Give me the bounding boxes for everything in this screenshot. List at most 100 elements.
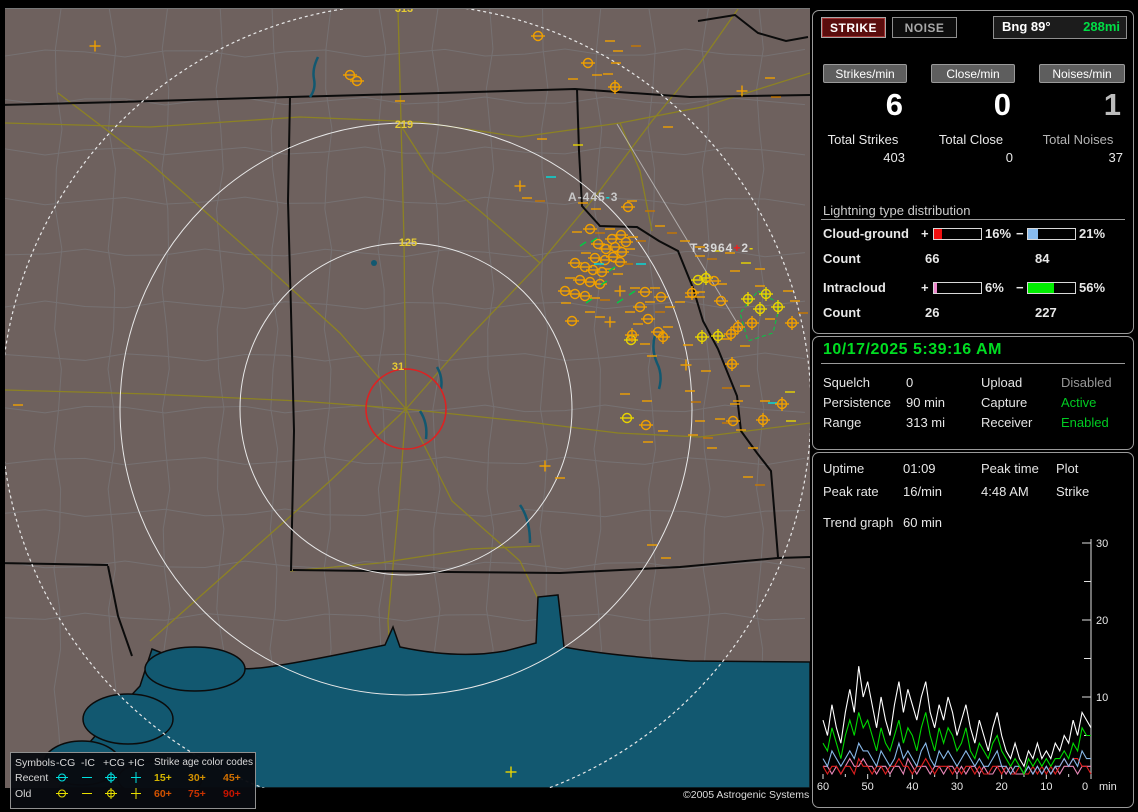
total-noises-label: Total Noises [1042,132,1114,147]
uptime-value: 01:09 [903,461,936,476]
plus-sign: + [921,226,929,241]
bearing-value: Bng 89° [1002,19,1051,34]
svg-text:20: 20 [1096,615,1108,627]
cg-neg-count: 84 [1035,251,1050,266]
cg-neg-bar [1027,228,1076,240]
range-rings [5,9,810,788]
bearing-distance: 288mi [1083,19,1120,34]
ring-label-31: 31 [392,361,404,373]
legend-row-recent-label: Recent [15,772,49,784]
circle-plus-icon [104,772,118,784]
divider [821,363,1125,364]
ring-label-125: 125 [399,237,417,249]
total-close-label: Total Close [938,132,1004,147]
trend-panel: Uptime 01:09 Peak time Plot Peak rate 16… [812,452,1134,808]
svg-text:50: 50 [862,781,874,793]
receiver-value: Enabled [1061,415,1109,430]
peak-rate-label: Peak rate [823,484,879,499]
ic-neg-count: 227 [1035,305,1057,320]
range-label: Range [823,415,862,430]
svg-text:10: 10 [1040,781,1052,793]
svg-text:min: min [1099,781,1117,793]
svg-text:30: 30 [1096,538,1108,550]
upload-label: Upload [981,375,1023,390]
copyright-text: ©2005 Astrogenic Systems [683,789,810,801]
age-code-60: 60+ [154,788,172,800]
close-rate-value: 0 [993,87,1011,122]
peak-rate-value: 16/min [903,484,943,499]
svg-text:0: 0 [1082,781,1088,793]
circle-minus-icon [55,788,69,800]
plus-sign: + [921,280,929,295]
strike-filter-button[interactable]: STRIKE [821,17,886,38]
plus-icon [130,772,142,784]
ic-pos-bar [933,282,982,294]
distribution-title: Lightning type distribution [823,203,971,218]
cg-neg-pct: 21% [1079,226,1106,241]
map-canvas: 313 219 125 31 [5,9,810,788]
storm-cell-box [739,290,781,342]
noises-rate-value: 1 [1103,87,1121,122]
minus-sign: − [1016,226,1024,241]
age-code-45: 45+ [223,772,241,784]
legend-header-pic: +IC [128,757,145,769]
strikes-per-min-badge[interactable]: Strikes/min [823,64,907,83]
ring-labels: 313 219 125 31 [392,9,417,373]
strike-stats-panel: STRIKE NOISE Bng 89° 288mi Strikes/min C… [812,10,1134,334]
minus-sign: − [1016,280,1024,295]
trend-graph-label: Trend graph [823,515,894,530]
plot-label: Plot [1056,461,1079,476]
divider [821,219,1125,220]
legend-header-nic: -IC [81,757,95,769]
ic-pos-pct: 6% [985,280,1004,295]
persistence-value: 90 min [906,395,946,410]
noise-filter-button[interactable]: NOISE [892,17,957,38]
svg-text:30: 30 [951,781,963,793]
cloud-ground-label: Cloud-ground [823,226,909,241]
peak-time-label: Peak time [981,461,1039,476]
upload-value: Disabled [1061,375,1112,390]
close-per-min-badge[interactable]: Close/min [931,64,1015,83]
receiver-label: Receiver [981,415,1033,430]
peak-time-value: 4:48 AM [981,484,1029,499]
legend-header-pcg: +CG [103,757,125,769]
total-strikes-label: Total Strikes [827,132,899,147]
datetime-display: 10/17/2025 5:39:16 AM [823,341,1002,358]
circle-plus-icon [104,788,118,800]
svg-text:10: 10 [1096,692,1108,704]
squelch-value: 0 [906,375,914,390]
status-panel: 10/17/2025 5:39:16 AM Squelch 0 Upload D… [812,336,1134,450]
total-close-value: 0 [1005,150,1013,165]
ic-neg-bar [1027,282,1076,294]
squelch-label: Squelch [823,375,870,390]
total-noises-value: 37 [1108,150,1123,165]
count-label: Count [823,251,861,266]
svg-text:20: 20 [996,781,1008,793]
cg-pos-count: 66 [925,251,940,266]
legend-header-ncg: -CG [56,757,76,769]
count-label: Count [823,305,861,320]
capture-value: Active [1061,395,1097,410]
strikes-rate-value: 6 [885,87,903,122]
minus-icon [81,788,93,800]
ring-label-313: 313 [395,9,413,15]
minus-icon [81,772,93,784]
legend-header-symbols: Symbols [15,757,56,769]
strike-symbols [13,30,808,778]
plot-value: Strike [1056,484,1090,499]
ic-neg-pct: 56% [1079,280,1106,295]
capture-label: Capture [981,395,1028,410]
age-code-30: 30+ [188,772,206,784]
svg-text:60: 60 [817,781,829,793]
intracloud-label: Intracloud [823,280,886,295]
uptime-label: Uptime [823,461,865,476]
strike-map[interactable]: 313 219 125 31 [5,8,810,788]
symbol-legend: Symbols -CG -IC +CG +IC Strike age color… [10,752,256,809]
persistence-label: Persistence [823,395,891,410]
age-code-15: 15+ [154,772,172,784]
plus-icon [130,788,142,800]
svg-text:40: 40 [906,781,918,793]
range-value: 313 mi [906,415,946,430]
noises-per-min-badge[interactable]: Noises/min [1039,64,1125,83]
